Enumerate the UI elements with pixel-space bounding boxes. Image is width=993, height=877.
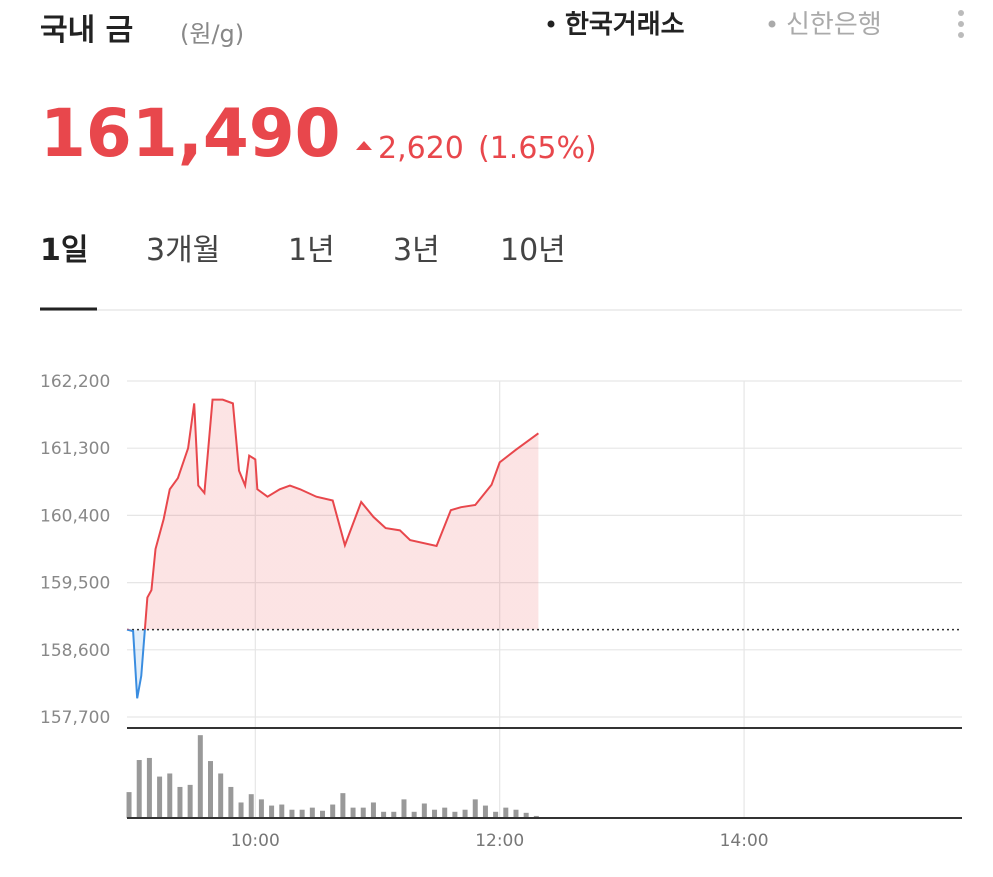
volume-bar	[533, 815, 539, 818]
volume-bar	[269, 805, 275, 818]
y-tick-label: 161,300	[40, 439, 110, 459]
volume-bar	[167, 773, 173, 818]
bullet	[547, 20, 555, 28]
change: 2,620	[378, 131, 464, 166]
y-tick-label: 157,700	[40, 708, 110, 728]
source-tab[interactable]: 신한은행	[786, 10, 882, 40]
volume-bar	[401, 799, 407, 818]
volume-bar	[289, 809, 295, 818]
period-tab[interactable]: 1년	[288, 233, 335, 268]
chart: 162,200 161,300 160,400 159,500 158,600 157,7…	[40, 372, 962, 851]
volume-bar	[472, 799, 478, 818]
up-arrow	[356, 141, 372, 150]
volume-bar	[126, 792, 132, 818]
volume-bar	[187, 784, 193, 818]
volume-bar	[248, 794, 254, 818]
area	[127, 399, 539, 699]
x-tick-label: 14:00	[720, 831, 769, 851]
volume-bar	[157, 776, 163, 818]
volume-bar	[370, 802, 376, 818]
volume-bar	[177, 786, 183, 818]
volume-bar	[208, 761, 213, 818]
period-tab[interactable]: 1일	[40, 233, 88, 268]
volume-bar	[238, 802, 244, 818]
volume-bar	[320, 810, 326, 818]
volume-bar	[360, 807, 366, 818]
volume-bar	[330, 804, 336, 818]
volume-bar	[279, 804, 285, 818]
volume-bar	[462, 809, 468, 818]
volume-bar	[228, 786, 234, 818]
period-tab[interactable]: 10년	[500, 233, 566, 268]
volume-bar	[299, 809, 305, 818]
volume-bar	[442, 807, 448, 818]
volume-bar	[309, 807, 315, 818]
volume-bar	[452, 811, 458, 818]
volume-bar	[258, 799, 264, 818]
x-tick-label: 12:00	[475, 831, 524, 851]
volume-bar	[197, 735, 203, 818]
unit: (원/g)	[180, 20, 244, 48]
volume-bar	[136, 760, 142, 818]
volume-bar	[432, 809, 438, 818]
volume-bar	[482, 805, 488, 818]
volume-bar	[523, 812, 529, 818]
volume-bar	[421, 803, 427, 818]
volume-bar	[146, 757, 152, 818]
volume-bar	[503, 807, 509, 818]
volume-bar	[350, 807, 356, 818]
y-tick-label: 158,600	[40, 641, 110, 661]
bullet	[768, 20, 776, 28]
volume-bar	[391, 811, 397, 818]
change-pct: (1.65%)	[478, 131, 597, 166]
period-tab[interactable]: 3년	[393, 233, 440, 268]
y-tick-label: 160,400	[40, 506, 110, 526]
title: 국내 금	[40, 13, 133, 48]
y-tick-label: 162,200	[40, 372, 110, 392]
price-line	[126, 398, 539, 699]
more-menu[interactable]	[958, 10, 964, 38]
volume-bar	[340, 793, 346, 818]
volume-bar	[411, 811, 417, 818]
volume-bar	[218, 773, 224, 818]
volume-bar	[381, 811, 387, 818]
volume-bar	[493, 811, 499, 818]
source-tab[interactable]: 한국거래소	[565, 10, 685, 40]
tabs: 1일 3개월 1년 3년 10년	[40, 233, 566, 268]
x-tick-label: 10:00	[231, 831, 280, 851]
volume-bar	[513, 809, 519, 818]
price: 161,490	[40, 95, 341, 172]
y-tick-label: 159,500	[40, 574, 110, 594]
period-tab[interactable]: 3개월	[146, 233, 220, 268]
